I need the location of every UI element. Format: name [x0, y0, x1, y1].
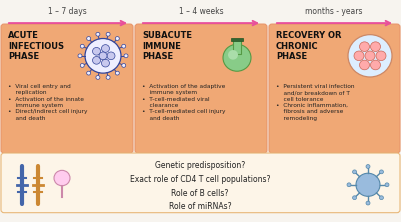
Circle shape: [385, 183, 389, 187]
Circle shape: [115, 71, 119, 75]
Circle shape: [366, 201, 370, 205]
Circle shape: [101, 59, 109, 67]
Text: Genetic predisposition?
Exact role of CD4 T cell populations?
Role of B cells?
R: Genetic predisposition? Exact role of CD…: [130, 161, 270, 211]
Circle shape: [122, 44, 126, 48]
Text: •  Viral cell entry and
    replication
•  Activation of the innate
    immune s: • Viral cell entry and replication • Act…: [8, 84, 87, 121]
Circle shape: [87, 37, 91, 40]
Text: SUBACUTE
IMMUNE
PHASE: SUBACUTE IMMUNE PHASE: [142, 31, 192, 61]
Circle shape: [356, 173, 380, 196]
Circle shape: [371, 42, 381, 52]
Circle shape: [124, 54, 128, 58]
Circle shape: [96, 75, 100, 79]
Circle shape: [106, 75, 110, 79]
Circle shape: [365, 51, 375, 61]
Text: 1 – 4 weeks: 1 – 4 weeks: [179, 7, 223, 16]
Circle shape: [366, 165, 370, 168]
Circle shape: [223, 44, 251, 71]
Text: •  Persistent viral infection
    and/or breakdown of T
    cell tolerance
•  Ch: • Persistent viral infection and/or brea…: [276, 84, 354, 121]
Circle shape: [352, 196, 356, 200]
Text: ACUTE
INFECTIOUS
PHASE: ACUTE INFECTIOUS PHASE: [8, 31, 64, 61]
Text: 1 – 7 days: 1 – 7 days: [48, 7, 86, 16]
Circle shape: [106, 32, 110, 36]
FancyBboxPatch shape: [1, 24, 133, 153]
Circle shape: [96, 32, 100, 36]
FancyBboxPatch shape: [1, 153, 400, 213]
Text: •  Activation of the adaptive
    immune system
•  T-cell-mediated viral
    cle: • Activation of the adaptive immune syst…: [142, 84, 225, 121]
Circle shape: [107, 52, 115, 60]
Circle shape: [115, 37, 119, 40]
Circle shape: [93, 56, 101, 64]
Circle shape: [371, 60, 381, 70]
FancyBboxPatch shape: [135, 24, 267, 153]
Circle shape: [348, 35, 392, 77]
Circle shape: [93, 48, 101, 55]
FancyBboxPatch shape: [233, 40, 241, 54]
Circle shape: [347, 183, 351, 187]
Circle shape: [54, 170, 70, 186]
Text: RECOVERY OR
CHRONIC
PHASE: RECOVERY OR CHRONIC PHASE: [276, 31, 342, 61]
Circle shape: [354, 51, 364, 61]
Circle shape: [360, 60, 369, 70]
Circle shape: [122, 63, 126, 67]
Circle shape: [352, 170, 356, 174]
Circle shape: [379, 196, 383, 200]
Circle shape: [101, 45, 109, 52]
Circle shape: [99, 52, 107, 60]
FancyBboxPatch shape: [231, 38, 243, 41]
Circle shape: [360, 42, 369, 52]
FancyBboxPatch shape: [269, 24, 400, 153]
Circle shape: [78, 54, 82, 58]
Circle shape: [376, 51, 386, 61]
Circle shape: [87, 71, 91, 75]
Circle shape: [379, 170, 383, 174]
Circle shape: [85, 38, 121, 73]
Circle shape: [80, 63, 84, 67]
Circle shape: [80, 44, 84, 48]
Circle shape: [228, 50, 238, 60]
Text: months - years: months - years: [305, 7, 363, 16]
